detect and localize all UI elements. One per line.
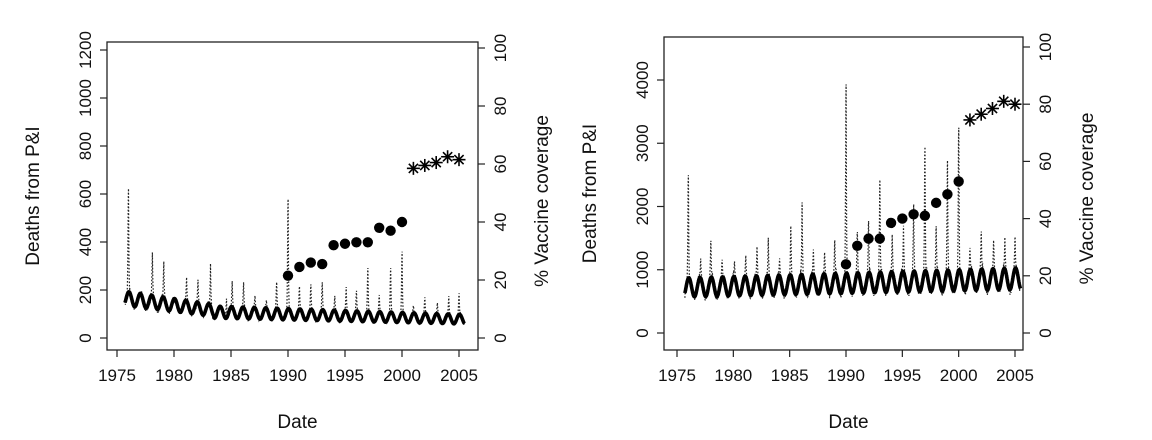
x-tick-label: 2005 xyxy=(996,366,1034,385)
coverage-point-circle xyxy=(351,237,362,248)
coverage-point-asterisk xyxy=(985,101,999,115)
coverage-point-circle xyxy=(953,176,964,187)
x-axis-label: Date xyxy=(828,412,868,433)
model-fit-line xyxy=(683,266,1023,299)
y-right-tick-label: 80 xyxy=(491,97,510,116)
coverage-point-circle xyxy=(840,259,852,270)
model-fit-line xyxy=(123,290,467,326)
coverage-point-circle xyxy=(385,225,396,236)
coverage-point-circle xyxy=(339,238,351,249)
y-right-tick-label: 20 xyxy=(491,271,510,290)
y-tick-label: 1200 xyxy=(76,31,95,69)
y-tick-label: 400 xyxy=(76,228,95,256)
coverage-point-circle xyxy=(305,257,316,268)
coverage-point-circle xyxy=(897,213,908,224)
x-tick-label: 1980 xyxy=(714,366,752,385)
coverage-point-circle xyxy=(374,222,385,233)
y-right-tick-label: 60 xyxy=(491,155,510,174)
y-tick-label: 1000 xyxy=(633,251,652,289)
y-tick-label: 0 xyxy=(633,328,652,337)
y-right-tick-label: 60 xyxy=(1036,152,1055,171)
y-right-tick-label: 40 xyxy=(491,213,510,232)
y-tick-label: 4000 xyxy=(633,61,652,99)
plot-frame xyxy=(106,41,479,351)
y-right-tick-label: 80 xyxy=(1036,95,1055,114)
coverage-point-circle xyxy=(919,210,931,221)
x-tick-label: 2005 xyxy=(440,366,478,385)
chart-left: 1975 1980 1985 1990 1995 2000 2005020040060080… xyxy=(23,31,553,433)
y-axis-label: Deaths from P&I xyxy=(23,126,44,265)
coverage-point-asterisk xyxy=(441,150,455,164)
x-tick-label: 1980 xyxy=(155,366,193,385)
coverage-point-asterisk xyxy=(1008,97,1022,111)
coverage-point-circle xyxy=(396,216,408,228)
x-tick-label: 1995 xyxy=(883,366,921,385)
plot-frame xyxy=(663,36,1024,351)
x-tick-label: 1975 xyxy=(98,366,136,385)
coverage-point-circle xyxy=(282,270,294,281)
coverage-point-circle xyxy=(328,240,339,251)
coverage-point-circle xyxy=(874,233,885,244)
y-right-tick-label: 100 xyxy=(1036,33,1055,61)
y-tick-label: 600 xyxy=(76,180,95,208)
x-tick-label: 2000 xyxy=(940,366,978,385)
x-tick-label: 1985 xyxy=(771,366,809,385)
coverage-point-asterisk xyxy=(974,107,988,121)
coverage-point-circle xyxy=(885,217,897,229)
coverage-point-circle xyxy=(930,197,942,209)
y-right-axis-label: % Vaccine coverage xyxy=(1077,113,1098,285)
y-axis-label: Deaths from P&I xyxy=(580,124,601,263)
y-right-axis-label: % Vaccine coverage xyxy=(532,115,553,287)
x-tick-label: 1990 xyxy=(827,366,865,385)
x-tick-label: 1985 xyxy=(212,366,250,385)
x-axis-label: Date xyxy=(277,412,317,433)
y-right-tick-label: 100 xyxy=(491,34,510,62)
y-tick-label: 800 xyxy=(76,132,95,160)
coverage-point-circle xyxy=(942,189,953,200)
x-tick-label: 1995 xyxy=(326,366,364,385)
coverage-point-asterisk xyxy=(429,156,443,170)
y-tick-label: 1000 xyxy=(76,79,95,117)
coverage-point-asterisk xyxy=(406,161,420,175)
y-right-tick-label: 0 xyxy=(1036,328,1055,337)
y-tick-label: 200 xyxy=(76,276,95,304)
coverage-point-circle xyxy=(908,209,919,220)
coverage-point-circle xyxy=(294,261,305,273)
chart-right: 1975 1980 1985 1990 1995 2000 2005010002000300… xyxy=(580,33,1098,433)
y-right-tick-label: 20 xyxy=(1036,266,1055,285)
x-tick-label: 1990 xyxy=(269,366,307,385)
coverage-point-asterisk xyxy=(963,113,977,127)
coverage-point-asterisk xyxy=(452,153,466,167)
coverage-point-circle xyxy=(317,258,328,270)
coverage-point-asterisk xyxy=(418,158,432,172)
coverage-point-circle xyxy=(852,240,863,251)
y-tick-label: 0 xyxy=(76,333,95,342)
x-tick-label: 1975 xyxy=(658,366,696,385)
y-right-tick-label: 40 xyxy=(1036,209,1055,228)
coverage-point-circle xyxy=(362,237,373,248)
y-right-tick-label: 0 xyxy=(491,333,510,342)
coverage-point-circle xyxy=(863,233,874,244)
x-tick-label: 2000 xyxy=(383,366,421,385)
y-tick-label: 2000 xyxy=(633,188,652,226)
y-tick-label: 3000 xyxy=(633,124,652,162)
coverage-point-asterisk xyxy=(997,94,1011,108)
